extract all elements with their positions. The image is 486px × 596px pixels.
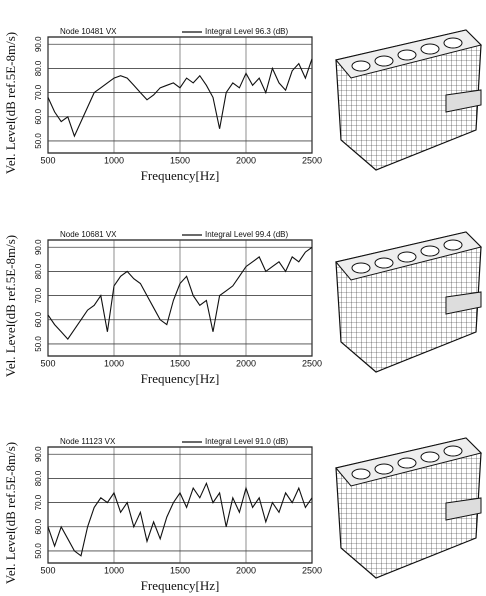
x-tick-label: 2000 (236, 358, 256, 368)
y-tick-label: 50.0 (34, 133, 43, 149)
x-tick-label: 1500 (170, 565, 190, 575)
x-tick-label: 2500 (302, 155, 322, 165)
y-tick-label: 90.0 (34, 446, 43, 462)
chart-panel: 50.0 60.0 70.0 80.0 90.0 500 1000 1500 2000 2500 F… (3, 437, 322, 593)
x-tick-label: 1500 (170, 155, 190, 165)
y-tick-label: 90.0 (34, 36, 43, 52)
x-tick-label: 2000 (236, 565, 256, 575)
y-tick-label: 70.0 (34, 287, 43, 303)
legend-label: Integral Level 91.0 (dB) (205, 437, 288, 446)
y-tick-label: 90.0 (34, 239, 43, 255)
engine-model (336, 30, 481, 170)
y-tick-label: 50.0 (34, 336, 43, 352)
y-tick-label: 70.0 (34, 494, 43, 510)
y-tick-label: 50.0 (34, 543, 43, 559)
x-tick-label: 500 (40, 155, 55, 165)
y-tick-label: 60.0 (34, 311, 43, 327)
engine-model (336, 232, 481, 372)
y-tick-label: 80.0 (34, 60, 43, 76)
x-tick-label: 1500 (170, 358, 190, 368)
x-tick-label: 2000 (236, 155, 256, 165)
x-tick-label: 1000 (104, 565, 124, 575)
y-tick-label: 80.0 (34, 263, 43, 279)
x-tick-label: 1000 (104, 155, 124, 165)
legend-label: Integral Level 99.4 (dB) (205, 230, 288, 239)
engine-model (336, 438, 481, 578)
y-axis-label: Vel. Level(dB ref.5E-8m/s) (3, 442, 18, 584)
legend-label: Integral Level 96.3 (dB) (205, 27, 288, 36)
y-axis-label: Vel. Level(dB ref.5E-8m/s) (3, 32, 18, 174)
y-axis-label: Vel. Level(dB ref.5E-8m/s) (3, 235, 18, 377)
x-axis-label: Frequency[Hz] (141, 371, 220, 386)
y-tick-label: 70.0 (34, 84, 43, 100)
x-tick-label: 500 (40, 358, 55, 368)
x-tick-label: 2500 (302, 565, 322, 575)
x-axis-label: Frequency[Hz] (141, 578, 220, 593)
chart-panel: 50.0 60.0 70.0 80.0 90.0 500 1000 1500 2000 2500 F… (3, 27, 322, 183)
x-tick-label: 1000 (104, 358, 124, 368)
x-axis-label: Frequency[Hz] (141, 168, 220, 183)
y-tick-label: 60.0 (34, 108, 43, 124)
chart-title: Node 10681 VX (60, 230, 117, 239)
x-tick-label: 2500 (302, 358, 322, 368)
y-tick-label: 80.0 (34, 470, 43, 486)
y-tick-label: 60.0 (34, 518, 43, 534)
figure: 50.0 60.0 70.0 80.0 90.0 500 1000 1500 2000 2500 F… (0, 0, 486, 596)
chart-panel: 50.0 60.0 70.0 80.0 90.0 500 1000 1500 2000 2500 F… (3, 230, 322, 386)
chart-title: Node 11123 VX (60, 437, 116, 446)
x-tick-label: 500 (40, 565, 55, 575)
chart-title: Node 10481 VX (60, 27, 117, 36)
